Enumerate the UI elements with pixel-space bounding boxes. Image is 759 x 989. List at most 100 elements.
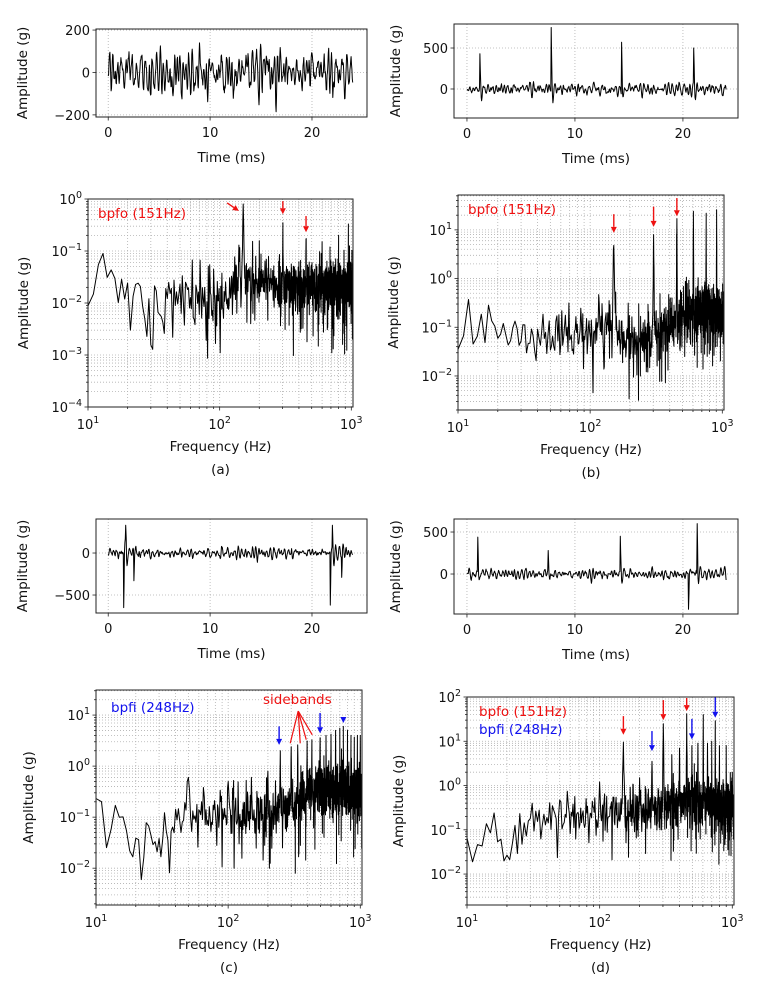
x-tick-label: 20 [304,622,321,637]
x-tick-label: 0 [463,623,471,638]
y-tick-label: −500 [54,589,90,604]
arrow-shaft [226,202,235,209]
signal-line [457,209,725,401]
y-axis-label: Amplitude (g) [21,751,37,844]
x-axis-label: Frequency (Hz) [540,442,642,458]
arrow-head [620,728,627,735]
x-axis-label: Time (ms) [196,150,265,166]
x-axis-label: Frequency (Hz) [178,937,280,953]
sideband-pointer-line [297,710,307,740]
arrow-head [648,745,655,752]
y-tick-label: 500 [423,42,448,57]
annotation-arrow [660,700,667,721]
grid [457,195,724,411]
arrow-head [303,226,310,233]
subplot-b-time: 0 10 20 0 500 Time (ms) Amplitude (g) [388,23,739,167]
annotation-arrow [673,198,680,217]
x-tick-label: 20 [304,126,321,141]
arrow-head [683,705,690,712]
y-tick-label: 500 [423,526,448,541]
subplot-d-time: 0 10 20 0 500 Time (ms) Amplitude (g) [388,518,739,663]
annotation-arrow [620,716,627,735]
y-axis-label: Amplitude (g) [388,520,404,613]
y-tick-label: 0 [82,547,90,562]
grid [454,519,738,614]
arrow-head [660,714,667,721]
annotation-label: bpfi (248Hz) [111,700,194,716]
x-tick-label: 102 [588,913,611,931]
subplot-b-freq: 101 102 103 10−2 10−1 100 101 Frequency (Hz) Amp… [386,194,734,481]
x-tick-label: 102 [579,418,602,436]
annotation-arrow [226,202,239,211]
axes-frame [466,696,735,906]
axes-frame [95,689,363,906]
x-tick-label: 101 [85,913,108,931]
arrow-head [688,733,695,740]
y-tick-label: 0 [440,83,448,98]
arrow-head [232,205,239,211]
signal-line [466,713,735,865]
subplot-a-freq: 101 102 103 10−4 10−3 10−2 10−1 100 Frequency (H… [16,190,363,478]
signal-line [87,203,354,359]
annotation-arrow [650,206,657,227]
y-axis-label: Amplitude (g) [16,257,32,350]
axes-frame [95,518,368,614]
annotation-label: bpfi (248Hz) [479,722,562,738]
y-tick-label: 10−2 [59,859,90,877]
x-tick-label: 101 [77,415,100,433]
x-axis-label: Frequency (Hz) [170,439,272,455]
y-tick-label: 100 [59,190,82,208]
annotation-arrow [340,716,347,723]
x-axis-label: Time (ms) [196,646,265,662]
y-axis-label: Amplitude (g) [386,256,402,349]
annotation-arrow [648,731,655,752]
x-tick-label: 101 [447,418,470,436]
annotation-arrow [279,201,286,215]
y-tick-label: 102 [438,688,461,706]
subplot-c-time: 0 10 20 −500 0 Time (ms) Amplitude (g) [15,518,368,662]
y-tick-label: 100 [438,777,461,795]
grid [96,519,367,613]
annotation-label: sidebands [263,692,332,708]
y-tick-label: 200 [65,24,90,39]
y-axis-label: Amplitude (g) [15,27,31,120]
arrow-head [276,738,283,745]
subplot-caption: (b) [581,465,600,481]
x-tick-label: 0 [104,126,112,141]
annotation-label: bpfo (151Hz) [479,704,567,720]
y-tick-label: −200 [54,109,90,124]
arrow-head [317,727,324,734]
sideband-pointer-line [297,710,313,736]
axes-frame [453,23,739,119]
y-tick-label: 10−1 [59,808,90,826]
y-tick-label: 100 [429,270,452,288]
arrow-head [673,210,680,217]
annotation-arrow [712,697,719,718]
x-axis-label: Frequency (Hz) [550,937,652,953]
annotation-arrow [317,712,324,734]
x-tick-label: 103 [340,415,363,433]
signal-line [95,725,363,881]
y-tick-label: 10−2 [430,865,461,883]
sideband-pointer-line [297,710,301,744]
axes-frame [95,28,368,118]
subplot-c-freq: 101 102 103 10−2 10−1 100 101 Frequency (Hz) Amp… [21,689,372,976]
subplot-a-time: 0 10 20 −200 0 200 Time (ms) Amplitude (g) [15,24,368,166]
annotation-label: bpfo (151Hz) [468,202,556,218]
y-tick-label: 101 [67,706,90,724]
sideband-pointer-line [289,710,299,744]
annotation-label: bpfo (151Hz) [98,206,186,222]
axes-frame [457,194,725,411]
arrow-head [279,208,286,215]
y-tick-label: 100 [67,757,90,775]
x-tick-label: 10 [567,127,584,142]
x-tick-label: 10 [567,623,584,638]
grid [454,24,738,118]
arrow-head [650,220,657,227]
subplot-d-freq: 101 102 103 10−2 10−1 100 101 102 Frequency (Hz)… [391,688,744,976]
y-tick-label: 10−3 [51,346,82,364]
y-axis-label: Amplitude (g) [391,755,407,848]
y-tick-label: 0 [82,66,90,81]
annotation-arrow [688,718,695,740]
